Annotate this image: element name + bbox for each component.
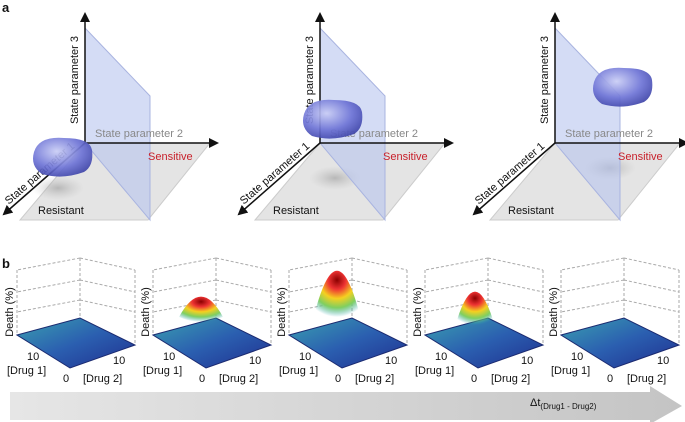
- axis-label: State parameter 3: [69, 36, 81, 124]
- z-label: Death (%): [548, 287, 560, 337]
- axis-label: State parameter 2: [565, 128, 653, 140]
- grid-line: [79, 299, 136, 313]
- surface-plot: Death (%) 10 [Drug 1] 0 10 [Drug 2]: [140, 257, 273, 385]
- tick-label: 0: [607, 373, 613, 385]
- surface-plot: Death (%) 10 [Drug 1] 0 10 [Drug 2]: [548, 257, 681, 385]
- grid-line: [623, 279, 680, 293]
- panel-label: a: [2, 0, 10, 15]
- grid-line: [560, 257, 625, 271]
- resistant-label: Resistant: [273, 205, 319, 217]
- cell-population: [593, 67, 653, 107]
- cell-population: [33, 137, 93, 177]
- grid-line: [16, 257, 81, 271]
- z-label: Death (%): [140, 287, 152, 337]
- tick-label: 10: [385, 355, 397, 367]
- grid-line: [79, 257, 136, 271]
- z-label: Death (%): [4, 287, 16, 337]
- arrow-label: Δt(Drug1 - Drug2): [530, 397, 597, 411]
- axis-label: [Drug 2]: [219, 373, 258, 385]
- grid-line: [487, 257, 544, 271]
- grid-line: [288, 257, 353, 271]
- axis: [237, 142, 321, 216]
- surface-plot: Death (%) 10 [Drug 1] 0 10 [Drug 2]: [412, 257, 545, 385]
- axis-label: [Drug 1]: [143, 365, 182, 377]
- tick-label: 10: [299, 351, 311, 363]
- tick-label: 0: [335, 373, 341, 385]
- tick-label: 10: [163, 351, 175, 363]
- grid-line: [560, 299, 625, 313]
- tick-label: 10: [27, 351, 39, 363]
- axis-label: [Drug 1]: [415, 365, 454, 377]
- grid-line: [487, 299, 544, 313]
- grid-line: [215, 299, 272, 313]
- grid-line: [351, 279, 408, 293]
- resistant-label: Resistant: [38, 205, 84, 217]
- time-arrow: [10, 386, 682, 422]
- surface-plot: Death (%) 10 [Drug 1] 0 10 [Drug 2]: [276, 257, 409, 385]
- surface: [559, 317, 681, 369]
- sensitive-label: Sensitive: [383, 151, 428, 163]
- axis: [472, 142, 556, 216]
- tick-label: 0: [471, 373, 477, 385]
- tick-label: 10: [571, 351, 583, 363]
- grid-line: [79, 279, 136, 293]
- axis-label: State parameter 3: [539, 36, 551, 124]
- axis-label: [Drug 1]: [279, 365, 318, 377]
- peak: [457, 291, 493, 325]
- z-label: Death (%): [412, 287, 424, 337]
- axis-label: [Drug 1]: [7, 365, 46, 377]
- tick-label: 10: [249, 355, 261, 367]
- axis-label: [Drug 2]: [627, 373, 666, 385]
- surface: [15, 317, 137, 369]
- grid-line: [152, 279, 217, 293]
- arrow-label-main: Δt: [530, 397, 540, 409]
- surface: [287, 317, 409, 369]
- z-label: Death (%): [276, 287, 288, 337]
- tick-label: 0: [199, 373, 205, 385]
- sensitive-label: Sensitive: [618, 151, 663, 163]
- grid-line: [152, 257, 217, 271]
- peak: [179, 296, 223, 322]
- grid-line: [16, 299, 81, 313]
- grid-line: [487, 279, 544, 293]
- arrow-subscript: (Drug1 - Drug2): [540, 402, 596, 411]
- grid-line: [623, 299, 680, 313]
- tick-label: 10: [521, 355, 533, 367]
- grid-line: [424, 279, 489, 293]
- grid-line: [351, 299, 408, 313]
- grid-line: [215, 257, 272, 271]
- peak: [315, 270, 359, 317]
- grid-line: [16, 279, 81, 293]
- axis-label: [Drug 1]: [551, 365, 590, 377]
- panel-label: b: [2, 256, 10, 271]
- grid-line: [623, 257, 680, 271]
- axis-label: State parameter 3: [304, 36, 316, 124]
- tick-label: 10: [113, 355, 125, 367]
- axis-label: State parameter 2: [95, 128, 183, 140]
- cell-population: [303, 99, 363, 139]
- tick-label: 10: [657, 355, 669, 367]
- grid-line: [215, 279, 272, 293]
- grid-line: [424, 257, 489, 271]
- resistant-label: Resistant: [508, 205, 554, 217]
- surface: [151, 317, 273, 369]
- axis-label: [Drug 2]: [83, 373, 122, 385]
- axis-label: [Drug 2]: [491, 373, 530, 385]
- grid-line: [351, 257, 408, 271]
- axis-label: [Drug 2]: [355, 373, 394, 385]
- tick-label: 10: [435, 351, 447, 363]
- shadow: [32, 176, 84, 200]
- sensitive-label: Sensitive: [148, 151, 193, 163]
- grid-line: [560, 279, 625, 293]
- surface-plot: Death (%) 10 [Drug 1] 0 10 [Drug 2]: [4, 257, 137, 385]
- tick-label: 0: [63, 373, 69, 385]
